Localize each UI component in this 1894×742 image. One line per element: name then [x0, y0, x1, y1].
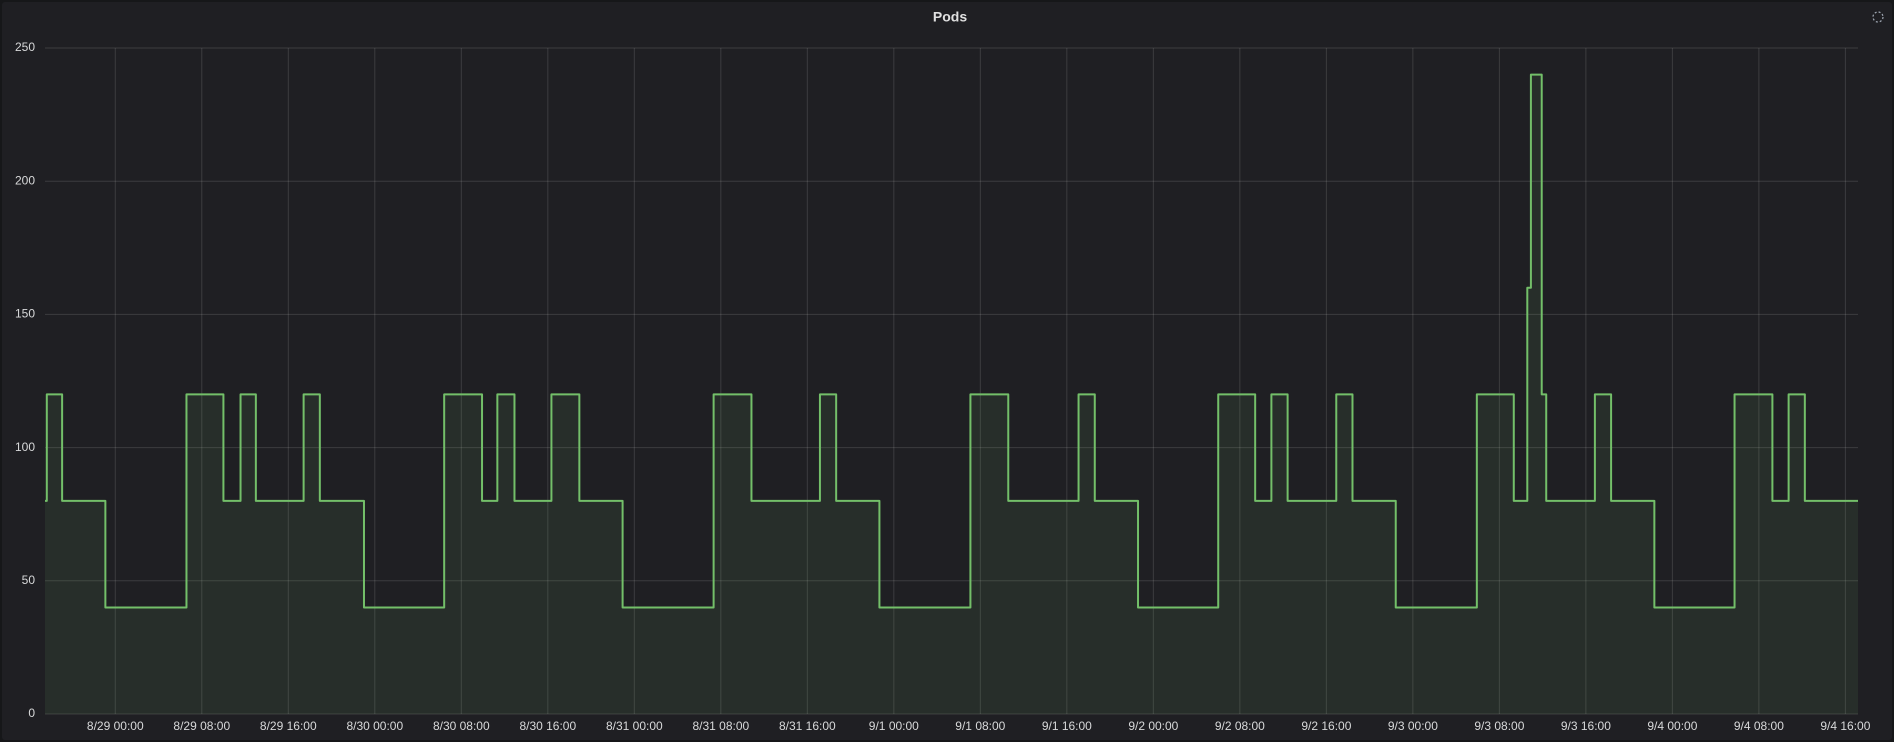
series-line: [45, 73, 1858, 609]
panel-title: Pods: [933, 9, 967, 25]
x-tick-label: 8/29 16:00: [260, 719, 317, 733]
x-tick-label: 8/30 08:00: [433, 719, 490, 733]
x-tick-label: 8/30 00:00: [346, 719, 403, 733]
x-tick-label: 9/2 08:00: [1215, 719, 1265, 733]
x-tick-label: 9/3 08:00: [1474, 719, 1524, 733]
x-tick-label: 9/3 16:00: [1561, 719, 1611, 733]
x-tick-label: 9/4 16:00: [1820, 719, 1870, 733]
y-tick-label: 200: [15, 173, 35, 187]
x-tick-label: 8/29 08:00: [173, 719, 230, 733]
loading-indicator: [1872, 11, 1884, 23]
x-tick-label: 8/31 00:00: [606, 719, 663, 733]
x-tick-label: 8/30 16:00: [519, 719, 576, 733]
x-tick-label: 9/2 16:00: [1301, 719, 1351, 733]
x-tick-label: 9/4 08:00: [1734, 719, 1784, 733]
y-tick-label: 50: [22, 573, 36, 587]
x-tick-label: 8/29 00:00: [87, 719, 144, 733]
series-area: [45, 74, 1858, 714]
y-tick-label: 250: [15, 40, 35, 54]
x-tick-label: 9/3 00:00: [1388, 719, 1438, 733]
x-tick-label: 8/31 08:00: [692, 719, 749, 733]
y-tick-label: 0: [28, 706, 35, 720]
x-tick-label: 9/1 16:00: [1042, 719, 1092, 733]
x-tick-label: 9/1 08:00: [955, 719, 1005, 733]
x-tick-label: 9/4 00:00: [1647, 719, 1697, 733]
x-tick-label: 9/1 00:00: [869, 719, 919, 733]
y-tick-label: 150: [15, 307, 35, 321]
x-tick-label: 8/31 16:00: [779, 719, 836, 733]
x-tick-label: 9/2 00:00: [1128, 719, 1178, 733]
y-tick-label: 100: [15, 440, 35, 454]
